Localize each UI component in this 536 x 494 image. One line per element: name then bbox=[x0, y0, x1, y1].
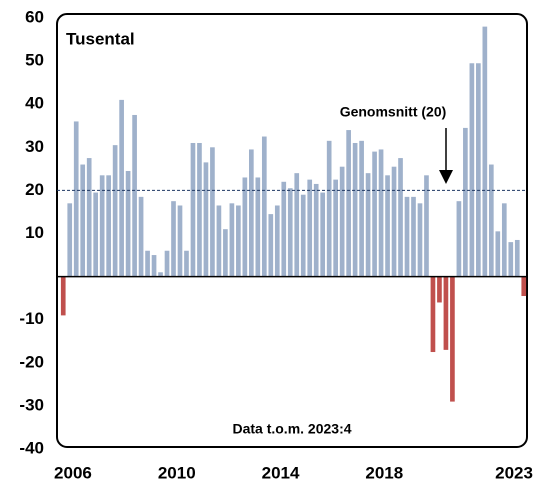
bar bbox=[177, 205, 183, 277]
bar bbox=[223, 229, 228, 277]
bar bbox=[249, 149, 254, 277]
x-tick-label: 2023 bbox=[495, 463, 533, 482]
y-tick-label: 60 bbox=[25, 7, 44, 26]
average-label: Genomsnitt (20) bbox=[340, 104, 447, 120]
y-tick-label: 20 bbox=[25, 180, 44, 199]
bar bbox=[307, 179, 313, 277]
bar bbox=[242, 177, 248, 277]
bar bbox=[333, 179, 338, 277]
bar bbox=[346, 130, 351, 277]
bar bbox=[125, 171, 131, 277]
bar bbox=[210, 147, 215, 277]
bar bbox=[450, 276, 455, 402]
bar bbox=[60, 276, 66, 316]
bar bbox=[164, 250, 170, 277]
bar bbox=[313, 183, 319, 277]
bar bbox=[294, 173, 300, 277]
bar bbox=[80, 164, 86, 277]
bar bbox=[508, 242, 514, 277]
y-tick-label: -10 bbox=[19, 309, 44, 328]
bar bbox=[99, 175, 105, 277]
bar bbox=[281, 181, 287, 277]
bar bbox=[93, 192, 99, 277]
y-tick-label: 50 bbox=[25, 51, 44, 70]
arrow-head bbox=[439, 170, 453, 184]
bar bbox=[404, 196, 410, 277]
bar bbox=[417, 203, 423, 277]
bar bbox=[443, 276, 449, 350]
bar bbox=[411, 196, 416, 277]
bar bbox=[398, 158, 403, 277]
bar bbox=[320, 192, 326, 277]
bar bbox=[482, 26, 488, 277]
bar bbox=[261, 136, 267, 277]
bar bbox=[326, 140, 332, 277]
bar bbox=[106, 175, 111, 277]
bar bbox=[469, 63, 475, 277]
bar bbox=[138, 196, 144, 277]
bar bbox=[372, 151, 377, 277]
y-tick-label: -30 bbox=[19, 395, 44, 414]
y-tick-label: -20 bbox=[19, 352, 44, 371]
bar bbox=[203, 162, 209, 277]
bar bbox=[352, 142, 358, 277]
bar bbox=[378, 149, 384, 277]
bar bbox=[197, 142, 202, 277]
bar bbox=[67, 203, 73, 277]
bar bbox=[274, 205, 280, 277]
unit-label: Tusental bbox=[66, 29, 135, 48]
note: Data t.o.m. 2023:4 bbox=[232, 421, 351, 437]
bar bbox=[424, 175, 429, 277]
bar bbox=[73, 121, 79, 277]
bar bbox=[514, 239, 520, 277]
bar bbox=[437, 276, 442, 303]
bar bbox=[171, 201, 176, 277]
bar bbox=[495, 231, 501, 277]
bar bbox=[190, 142, 196, 277]
x-tick-label: 2006 bbox=[54, 463, 92, 482]
bar bbox=[430, 276, 436, 353]
bar bbox=[112, 145, 118, 277]
bar bbox=[151, 255, 157, 277]
bar bbox=[158, 272, 163, 277]
bar bbox=[456, 201, 462, 277]
bar bbox=[385, 175, 390, 277]
y-tick-label: 10 bbox=[25, 223, 44, 242]
bar bbox=[216, 205, 222, 277]
bar bbox=[229, 203, 235, 277]
bar bbox=[339, 166, 345, 277]
x-tick-label: 2018 bbox=[365, 463, 403, 482]
bar bbox=[119, 99, 124, 277]
bar bbox=[255, 177, 261, 277]
bar bbox=[488, 164, 494, 277]
y-tick-label: 40 bbox=[25, 94, 44, 113]
bar bbox=[132, 114, 137, 277]
bar bbox=[521, 276, 527, 296]
x-tick-label: 2010 bbox=[158, 463, 196, 482]
plot-frame bbox=[56, 13, 528, 448]
y-tick-label: -40 bbox=[19, 438, 44, 457]
bar bbox=[300, 194, 306, 277]
bar bbox=[145, 250, 150, 277]
bar bbox=[463, 127, 468, 277]
bar bbox=[287, 188, 293, 277]
bar bbox=[184, 250, 189, 277]
y-tick-label: 30 bbox=[25, 137, 44, 156]
bar bbox=[359, 140, 364, 277]
x-tick-label: 2014 bbox=[262, 463, 300, 482]
bar bbox=[86, 158, 92, 277]
bar bbox=[268, 214, 274, 277]
bar bbox=[365, 173, 371, 277]
bar bbox=[391, 166, 397, 277]
bar bbox=[476, 63, 481, 277]
bar bbox=[501, 203, 507, 277]
bar bbox=[236, 205, 241, 277]
